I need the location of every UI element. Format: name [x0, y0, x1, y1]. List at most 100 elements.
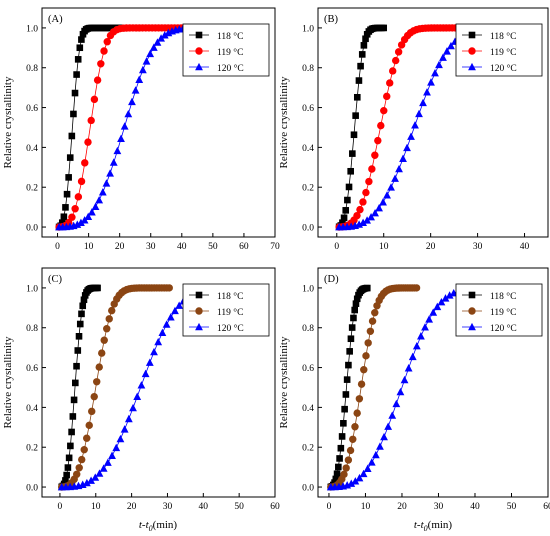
- data-point: [90, 95, 99, 104]
- data-point: [73, 470, 81, 479]
- legend-marker: [468, 291, 476, 299]
- data-point: [58, 219, 66, 226]
- data-point: [437, 297, 446, 306]
- data-point: [87, 116, 95, 125]
- data-point: [103, 38, 111, 46]
- data-point: [397, 41, 406, 49]
- legend-label: 118 °C: [217, 31, 243, 42]
- data-point: [74, 193, 83, 201]
- data-point: [87, 208, 96, 216]
- data-point: [419, 98, 427, 107]
- data-point: [353, 211, 361, 220]
- data-point: [146, 49, 155, 58]
- x-tick-label: 50: [234, 502, 244, 512]
- y-tick-label: 0.2: [302, 184, 314, 194]
- x-tick-label: 50: [208, 242, 218, 252]
- data-point: [400, 375, 409, 384]
- data-point: [365, 177, 373, 186]
- y-tick-label: 0.6: [26, 104, 38, 114]
- x-axis-label: t-t0(min): [139, 519, 178, 533]
- data-point: [91, 473, 100, 481]
- x-tick-label: 30: [473, 242, 483, 252]
- data-point: [441, 294, 450, 302]
- data-point: [383, 191, 391, 199]
- plot-frame: [317, 267, 549, 498]
- data-point: [97, 60, 105, 68]
- data-point: [158, 328, 167, 337]
- data-point: [344, 196, 351, 204]
- data-point: [362, 352, 370, 360]
- data-point: [355, 473, 364, 482]
- series-line: [61, 287, 170, 488]
- data-point: [379, 198, 387, 206]
- data-point: [171, 306, 179, 315]
- data-point: [137, 381, 146, 389]
- legend-marker: [468, 47, 476, 55]
- data-point: [376, 442, 384, 450]
- y-tick-label: 0.8: [26, 324, 38, 334]
- data-point: [360, 366, 368, 374]
- data-point: [339, 219, 346, 227]
- data-point: [341, 405, 348, 413]
- data-point: [359, 469, 368, 478]
- data-point: [70, 396, 78, 404]
- data-point: [124, 414, 133, 423]
- data-point: [84, 212, 93, 221]
- data-point: [344, 456, 353, 464]
- data-point: [357, 380, 366, 388]
- x-tick-label: 40: [520, 242, 530, 252]
- data-point: [133, 392, 142, 400]
- data-point: [347, 167, 354, 175]
- panel-label: (C): [48, 274, 63, 285]
- y-axis-label: Relative crystallinity: [2, 76, 14, 168]
- data-point: [342, 207, 350, 214]
- y-tick-label: 0.2: [26, 184, 38, 194]
- legend-marker: [195, 322, 203, 331]
- data-point: [431, 69, 439, 77]
- y-axis-label: Relative crystallinity: [2, 336, 14, 428]
- data-point: [175, 301, 184, 309]
- data-point: [135, 75, 144, 83]
- legend-label: 119 °C: [490, 47, 516, 58]
- data-point: [150, 347, 158, 356]
- legend: 118 °C 119 °C 120 °C: [455, 23, 543, 77]
- data-point: [396, 387, 405, 396]
- panel-label: (D): [324, 274, 339, 285]
- data-point: [391, 56, 400, 65]
- data-point: [76, 44, 84, 52]
- data-point: [360, 42, 368, 49]
- data-point: [338, 433, 346, 440]
- data-point: [362, 35, 369, 43]
- data-point: [403, 143, 411, 152]
- data-point: [80, 445, 88, 454]
- legend-marker: [468, 322, 476, 331]
- x-tick-label: 10: [84, 242, 94, 252]
- data-point: [389, 67, 397, 75]
- y-tick-label: 0.0: [26, 484, 38, 494]
- data-point: [447, 41, 455, 50]
- y-tick-label: 0.8: [302, 324, 314, 334]
- data-point: [357, 62, 364, 70]
- y-tick-label: 0.6: [26, 364, 38, 374]
- x-axis-label-subscript: 0: [149, 524, 153, 533]
- x-tick-label: 10: [361, 502, 371, 512]
- data-point: [73, 71, 80, 78]
- data-point: [340, 214, 348, 222]
- data-point: [154, 337, 163, 346]
- data-point: [131, 86, 140, 94]
- data-point: [391, 174, 399, 182]
- data-point: [94, 284, 101, 292]
- data-point: [128, 97, 136, 106]
- data-point: [352, 300, 360, 307]
- data-point: [166, 313, 175, 321]
- data-point: [88, 407, 96, 416]
- data-point: [363, 216, 371, 224]
- data-point: [69, 413, 77, 420]
- legend-marker: [468, 31, 476, 39]
- y-tick-label: 0.6: [302, 104, 314, 114]
- data-point: [392, 399, 401, 408]
- data-point: [336, 455, 343, 462]
- data-point: [364, 339, 372, 347]
- x-tick-label: 30: [146, 242, 156, 252]
- data-point: [423, 88, 431, 96]
